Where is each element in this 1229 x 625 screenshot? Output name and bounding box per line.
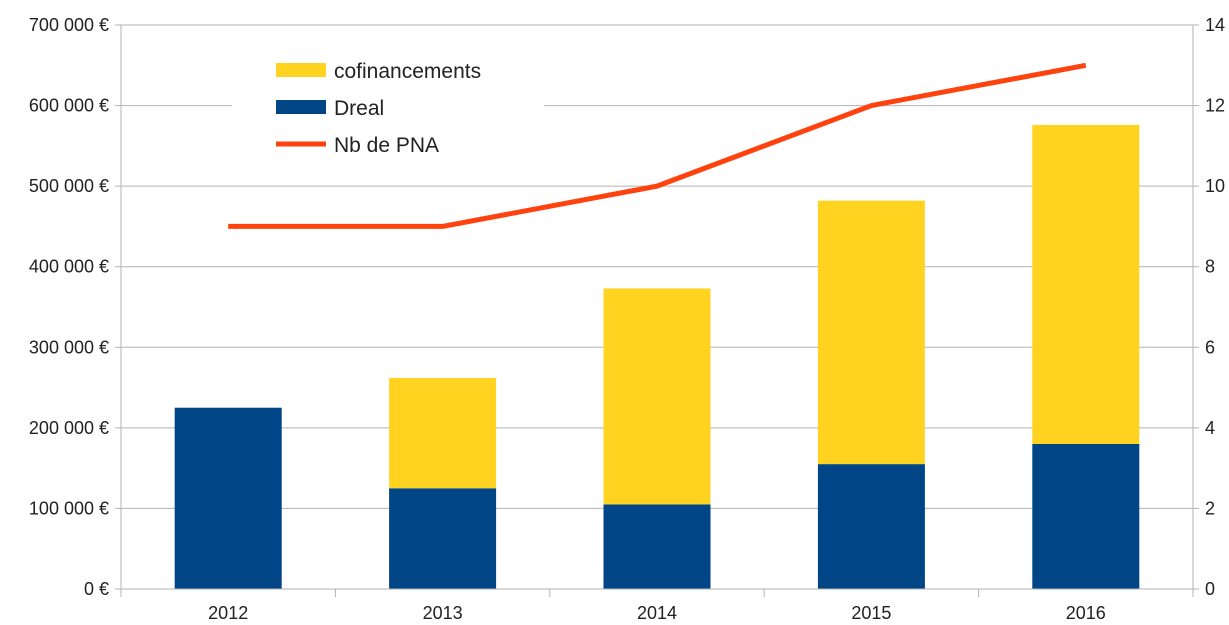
bar-dreal <box>389 488 497 589</box>
x-tick-label: 2016 <box>1066 603 1106 623</box>
y-right-tick-label: 4 <box>1205 418 1215 438</box>
y-right-tick-label: 2 <box>1205 498 1215 518</box>
y-right-tick-label: 10 <box>1205 176 1225 196</box>
y-left-tick-label: 500 000 € <box>29 176 109 196</box>
axis-layer: 0 € 100 000 € 200 000 € 300 000 € 400 000 € 5… <box>29 15 1225 623</box>
y-right-tick-label: 6 <box>1205 337 1215 357</box>
x-tick-label: 2015 <box>851 603 891 623</box>
x-tick-label: 2013 <box>423 603 463 623</box>
y-left-tick-label: 200 000 € <box>29 418 109 438</box>
bar-layer <box>174 124 1140 589</box>
y-left-tick-label: 300 000 € <box>29 337 109 357</box>
y-right-tick-label: 0 <box>1205 579 1215 599</box>
y-right-tick-label: 8 <box>1205 257 1215 277</box>
legend-label: cofinancements <box>334 60 481 83</box>
y-left-tick-label: 700 000 € <box>29 15 109 35</box>
legend-swatch-cofinancements <box>276 63 326 77</box>
y-left-tick-label: 100 000 € <box>29 498 109 518</box>
legend: cofinancements Dreal Nb de PNA <box>232 52 544 171</box>
legend-swatch-dreal <box>276 100 326 114</box>
x-tick-label: 2014 <box>637 603 677 623</box>
bar-dreal <box>817 464 925 589</box>
y-left-tick-label: 0 € <box>84 579 109 599</box>
x-tick-label: 2012 <box>208 603 248 623</box>
bar-cofinancements <box>389 377 497 489</box>
y-left-tick-label: 400 000 € <box>29 257 109 277</box>
bar-cofinancements <box>1032 124 1140 444</box>
y-right-tick-label: 14 <box>1205 15 1225 35</box>
line-layer <box>228 62 1087 229</box>
bar-dreal <box>1032 443 1140 589</box>
bar-cofinancements <box>603 288 711 505</box>
legend-label: Nb de PNA <box>334 134 439 157</box>
line-nb-de-pna <box>228 62 1087 229</box>
bar-dreal <box>603 504 711 589</box>
legend-label: Dreal <box>334 97 384 120</box>
y-right-tick-label: 12 <box>1205 96 1225 116</box>
bar-cofinancements <box>817 200 925 465</box>
bar-dreal <box>174 407 282 589</box>
y-left-tick-label: 600 000 € <box>29 96 109 116</box>
